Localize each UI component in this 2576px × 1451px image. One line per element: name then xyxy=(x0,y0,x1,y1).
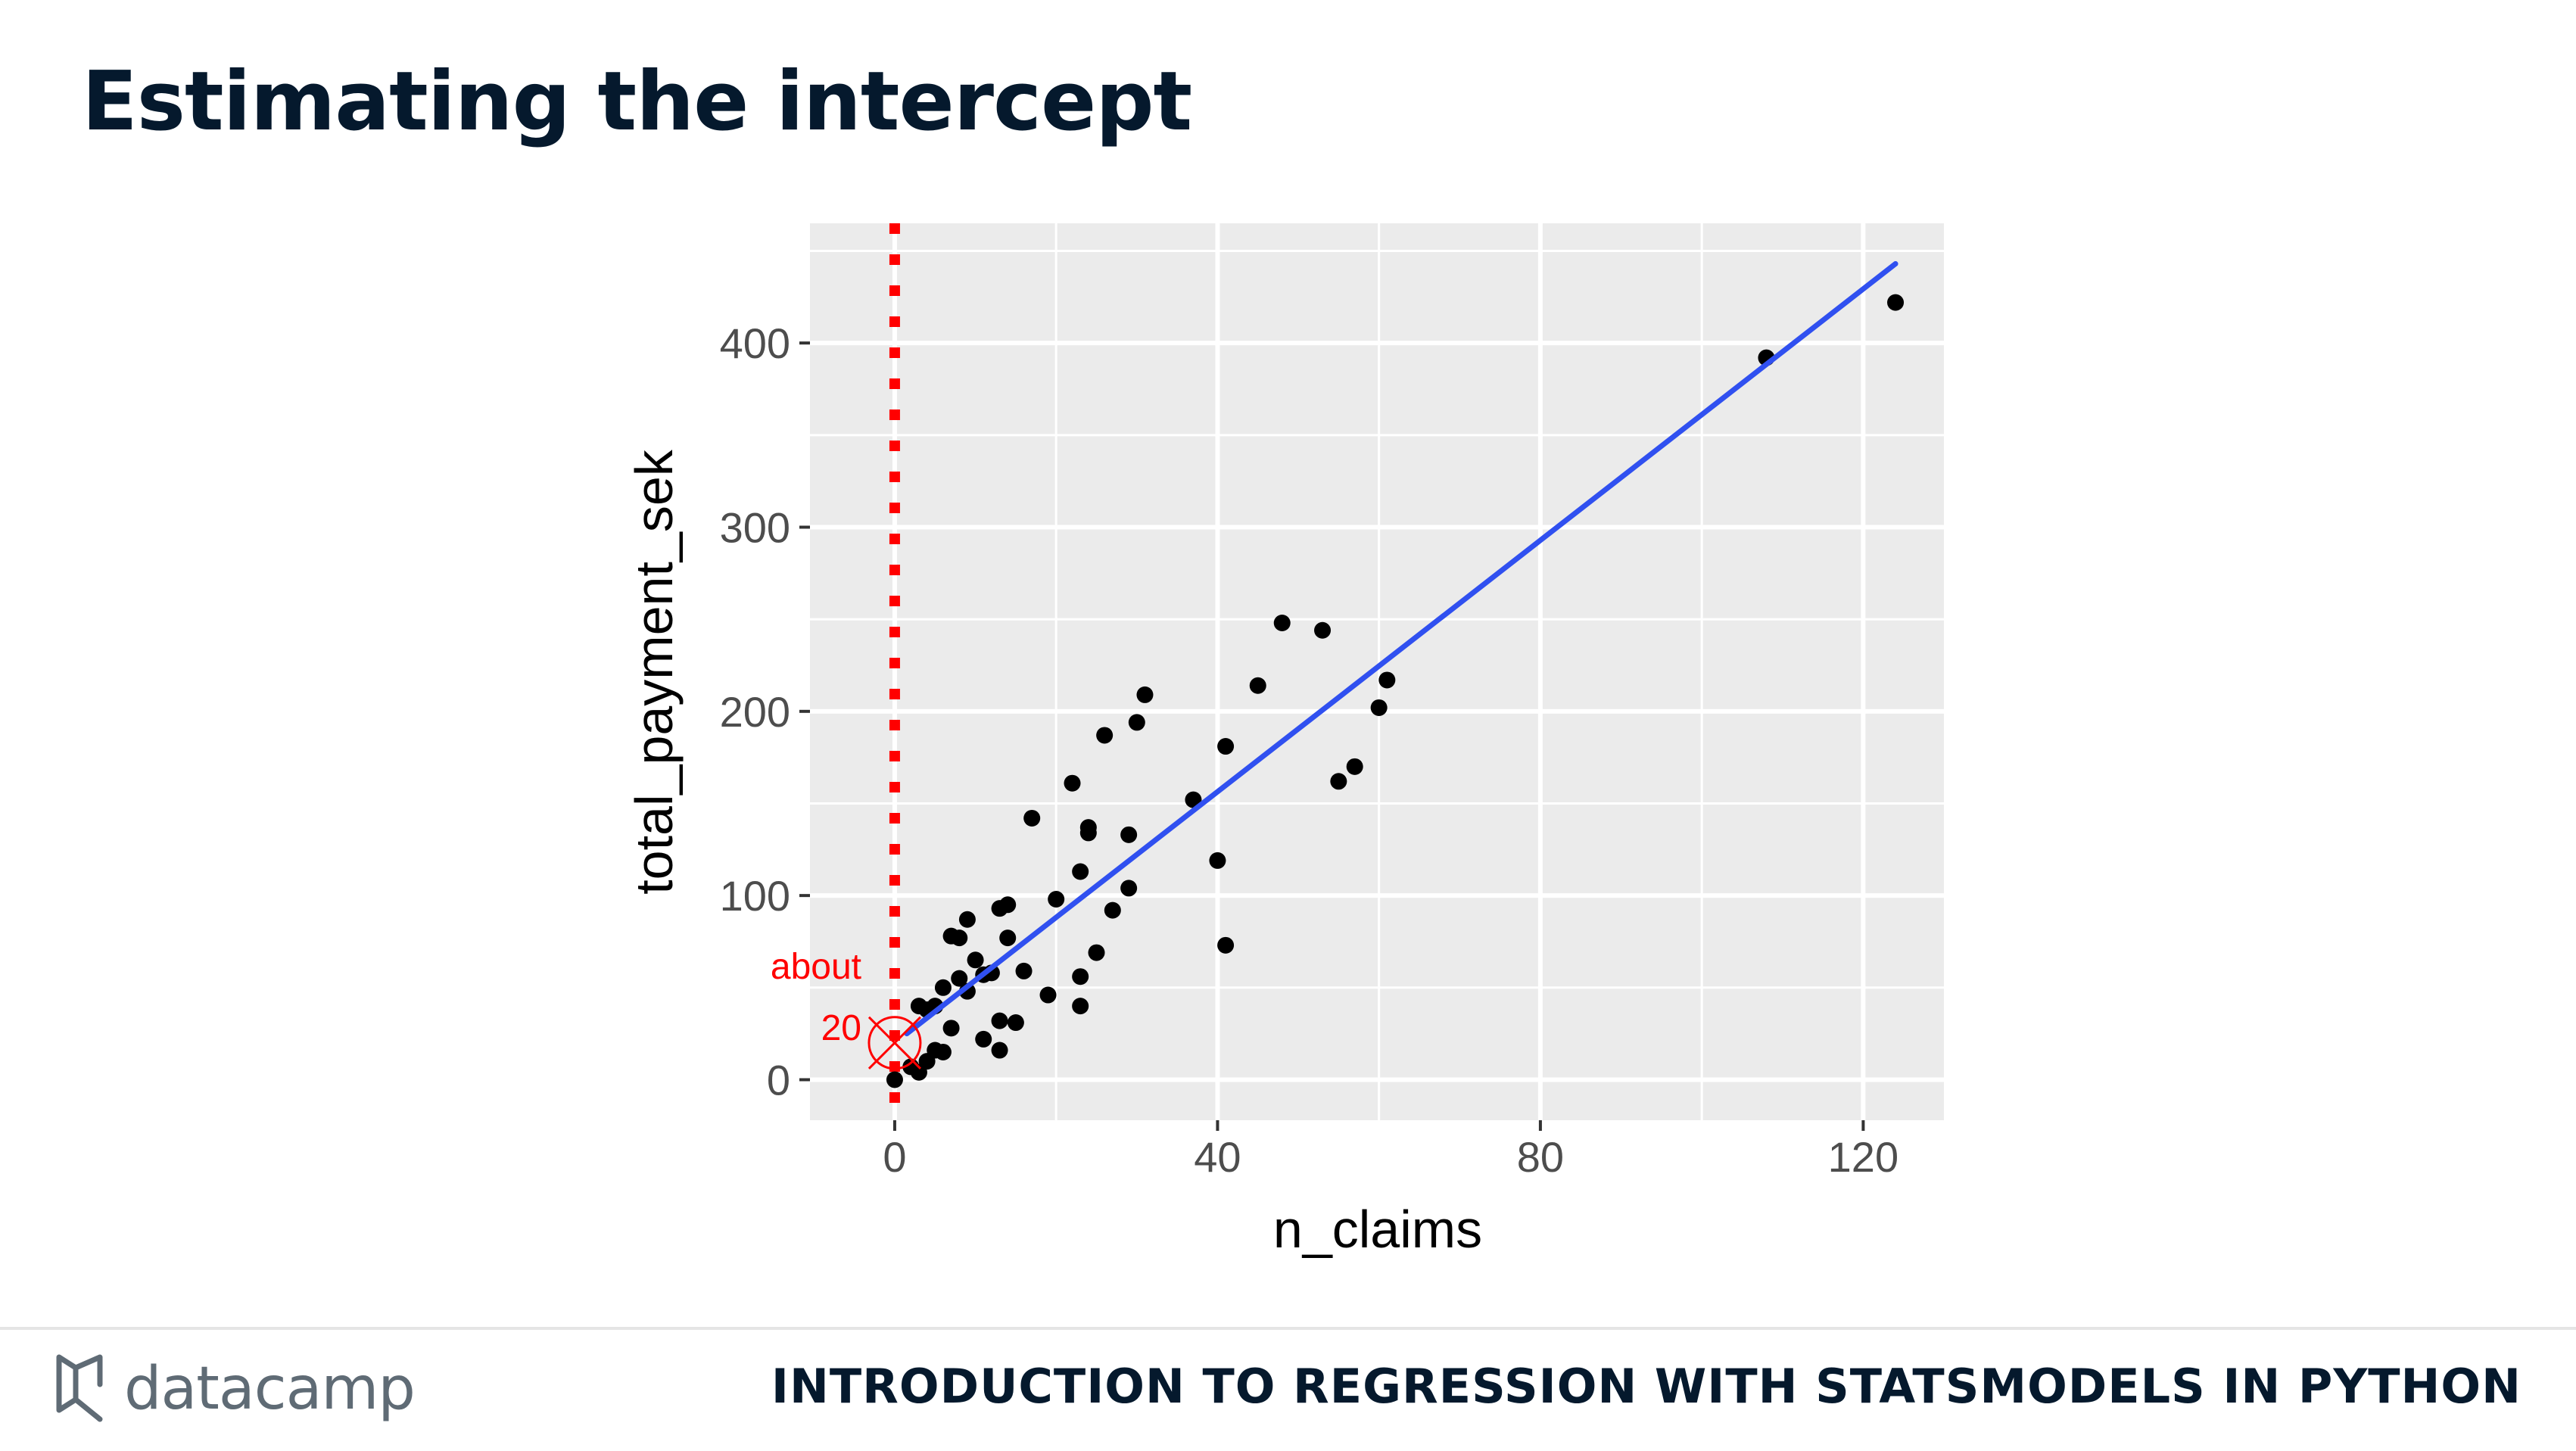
data-point xyxy=(999,929,1017,947)
y-tick-label: 400 xyxy=(720,319,790,367)
data-point xyxy=(999,896,1017,914)
data-point xyxy=(1007,1014,1024,1032)
x-tick-label: 40 xyxy=(1194,1133,1241,1181)
data-points xyxy=(886,294,1905,1088)
data-point xyxy=(991,1012,1008,1029)
data-point xyxy=(958,911,976,928)
grid-minor xyxy=(810,223,1944,1120)
data-point xyxy=(1185,791,1202,808)
data-point xyxy=(942,1020,960,1037)
annotation-twenty: 20 xyxy=(821,1008,861,1048)
scatter-chart: 0 40 80 120 0 100 200 300 400 about 20 n_claims… xyxy=(625,223,1944,1259)
data-point xyxy=(1217,738,1235,755)
x-axis-label: n_claims xyxy=(1273,1200,1482,1259)
data-point xyxy=(1273,615,1291,632)
annotation-about: about xyxy=(771,947,861,987)
intercept-marker-icon xyxy=(867,1016,922,1070)
data-point xyxy=(1314,621,1332,639)
y-tick-label: 0 xyxy=(767,1056,790,1104)
y-tick-labels: 0 100 200 300 400 xyxy=(720,319,790,1104)
data-point xyxy=(934,979,952,996)
data-point xyxy=(1128,714,1145,731)
data-point xyxy=(1887,294,1905,311)
data-point xyxy=(1039,986,1057,1004)
data-point xyxy=(951,970,968,987)
x-tick-label: 120 xyxy=(1828,1133,1899,1181)
y-tick-label: 300 xyxy=(720,503,790,551)
marker-cross xyxy=(867,1016,922,1070)
data-point xyxy=(951,929,968,947)
y-tick-label: 100 xyxy=(720,872,790,920)
trend-line xyxy=(904,261,1899,1037)
course-title: INTRODUCTION TO REGRESSION WITH STATSMOD… xyxy=(771,1359,2521,1414)
data-point xyxy=(1064,774,1081,792)
data-point xyxy=(1120,880,1138,897)
data-point xyxy=(1136,686,1154,703)
data-point xyxy=(1072,998,1089,1015)
data-point xyxy=(934,1043,952,1060)
data-point xyxy=(975,1030,992,1048)
data-point xyxy=(1048,891,1065,908)
data-point xyxy=(1217,936,1235,954)
data-point xyxy=(1072,968,1089,985)
data-point xyxy=(1346,758,1363,775)
data-point xyxy=(1120,826,1138,843)
x-tick-label: 80 xyxy=(1517,1133,1564,1181)
x-tick-label: 0 xyxy=(883,1133,906,1181)
data-point xyxy=(1088,944,1105,961)
data-point xyxy=(1072,863,1089,880)
data-point xyxy=(1079,824,1097,842)
brand-name: datacamp xyxy=(124,1355,416,1423)
data-point xyxy=(1330,773,1347,790)
data-point xyxy=(991,1042,1008,1059)
data-point xyxy=(1023,809,1041,827)
data-point xyxy=(1378,671,1396,689)
data-point xyxy=(1249,677,1266,694)
data-point xyxy=(1209,852,1226,869)
axis-ticks xyxy=(799,341,1865,1131)
footer-divider xyxy=(0,1327,2576,1330)
x-tick-labels: 0 40 80 120 xyxy=(883,1133,1899,1181)
data-point xyxy=(1096,727,1114,744)
y-tick-label: 200 xyxy=(720,688,790,736)
data-point xyxy=(1015,962,1033,979)
data-point xyxy=(967,951,984,969)
datacamp-logo-icon xyxy=(56,1354,103,1422)
data-point xyxy=(1104,901,1121,919)
y-axis-label: total_payment_sek xyxy=(625,449,684,895)
data-point xyxy=(886,1071,903,1088)
brand-logo: datacamp xyxy=(53,1347,416,1431)
slide-title: Estimating the intercept xyxy=(82,54,1192,149)
data-point xyxy=(1370,699,1388,716)
marker-circle xyxy=(867,1016,922,1070)
